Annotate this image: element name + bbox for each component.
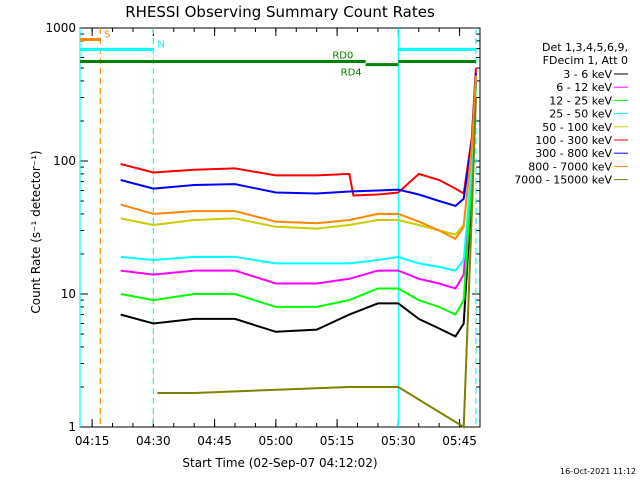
y-tick-label: 100 <box>53 154 76 168</box>
legend-label: 12 - 25 keV <box>549 94 612 107</box>
x-tick-label: 04:45 <box>197 434 232 448</box>
series-line <box>120 72 477 208</box>
series-line <box>120 80 477 338</box>
footer-timestamp: 16-Oct-2021 11:12 <box>560 467 636 476</box>
y-tick-label: 10 <box>61 287 76 301</box>
series-line <box>120 76 477 290</box>
y-tick-label: 1 <box>68 420 76 434</box>
chart-title: RHESSI Observing Summary Count Rates <box>125 3 435 21</box>
legend-header-line-1: Det 1,3,4,5,6,9, <box>542 41 628 54</box>
y-axis-label: Count Rate (s⁻¹ detector⁻¹) <box>29 150 43 313</box>
legend-label: 800 - 7000 keV <box>528 160 612 173</box>
legend-label: 25 - 50 keV <box>549 108 612 121</box>
legend-label: 50 - 100 keV <box>542 121 612 134</box>
legend-label: 300 - 800 keV <box>535 147 612 160</box>
series-line <box>120 75 477 241</box>
x-tick-label: 04:30 <box>136 434 171 448</box>
series-line <box>120 78 477 272</box>
status-bar-label: RD0 <box>332 50 353 61</box>
status-bar-label: N <box>157 39 164 50</box>
x-axis: 04:15 04:30 04:45 05:00 05:15 05:30 05:45 <box>75 28 481 448</box>
legend-label: 100 - 300 keV <box>535 134 612 147</box>
y-tick-label: 1000 <box>45 21 76 35</box>
series-line <box>120 67 477 197</box>
legend-label: 7000 - 15000 keV <box>514 174 612 187</box>
status-bars: S N RD0 RD4 <box>80 29 476 79</box>
series-line <box>157 97 477 429</box>
legend-header-line-2: FDecim 1, Att 0 <box>543 54 628 67</box>
legend-label: 3 - 6 keV <box>563 68 612 81</box>
status-bar-label: S <box>104 29 110 40</box>
series-lines <box>120 67 477 429</box>
status-bar-label: RD4 <box>341 68 362 79</box>
legend: Det 1,3,4,5,6,9, FDecim 1, Att 0 3 - 6 k… <box>514 41 628 187</box>
y-axis: 1 10 100 1000 <box>45 21 480 434</box>
vertical-markers <box>79 28 477 427</box>
x-tick-label: 05:30 <box>381 434 416 448</box>
x-tick-label: 05:00 <box>259 434 294 448</box>
x-axis-label: Start Time (02-Sep-07 04:12:02) <box>182 456 377 470</box>
series-line <box>120 83 477 316</box>
legend-label: 6 - 12 keV <box>556 81 612 94</box>
x-tick-label: 04:15 <box>75 434 110 448</box>
x-tick-label: 05:15 <box>320 434 355 448</box>
x-tick-label: 05:45 <box>442 434 477 448</box>
series-line <box>120 74 477 236</box>
